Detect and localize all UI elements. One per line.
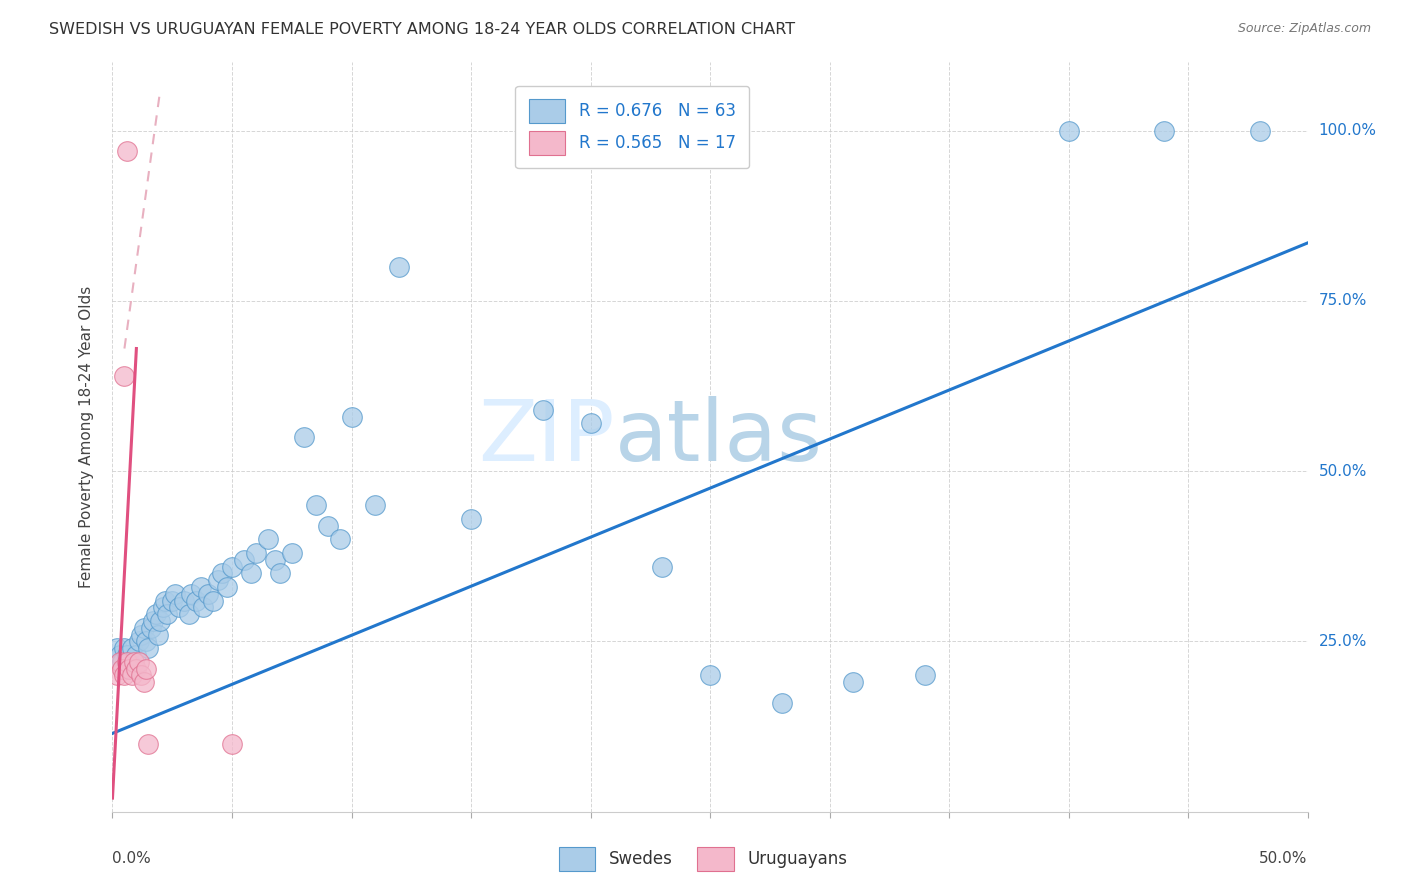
Point [163, 587, 186, 601]
Text: SWEDISH VS URUGUAYAN FEMALE POVERTY AMONG 18-24 YEAR OLDS CORRELATION CHART: SWEDISH VS URUGUAYAN FEMALE POVERTY AMON… [49, 22, 796, 37]
Point [115, 655, 138, 669]
Text: 0.0%: 0.0% [112, 851, 152, 865]
Legend: R = 0.676   N = 63, R = 0.565   N = 17: R = 0.676 N = 63, R = 0.565 N = 17 [515, 86, 749, 168]
Point [651, 559, 673, 574]
Point [115, 144, 138, 158]
Point [173, 593, 195, 607]
Text: 75.0%: 75.0% [1319, 293, 1367, 309]
Point [177, 607, 200, 622]
Point [115, 648, 138, 662]
Point [211, 566, 233, 581]
Point [121, 668, 143, 682]
Point [162, 593, 183, 607]
Point [122, 655, 145, 669]
Point [329, 533, 352, 547]
Point [152, 600, 174, 615]
Point [114, 641, 135, 656]
Point [264, 552, 287, 566]
Point [129, 668, 152, 682]
Point [531, 402, 554, 417]
Point [114, 368, 135, 383]
Point [914, 668, 936, 682]
Point [233, 552, 256, 566]
Point [316, 518, 339, 533]
Point [197, 587, 219, 601]
Point [169, 600, 191, 615]
Point [153, 593, 176, 607]
Point [125, 648, 148, 662]
Text: 50.0%: 50.0% [1319, 464, 1367, 479]
Text: 100.0%: 100.0% [1319, 123, 1376, 138]
Point [114, 668, 135, 682]
Point [1153, 123, 1175, 137]
Point [142, 614, 165, 628]
Point [132, 621, 155, 635]
Point [364, 498, 387, 512]
Point [111, 655, 134, 669]
Text: atlas: atlas [614, 395, 823, 479]
Point [190, 580, 212, 594]
Point [842, 675, 865, 690]
Point [108, 655, 131, 669]
Point [699, 668, 721, 682]
Point [105, 668, 128, 682]
Point [105, 641, 128, 656]
Text: 25.0%: 25.0% [1319, 634, 1367, 648]
Point [269, 566, 291, 581]
Point [770, 696, 793, 710]
Point [579, 417, 602, 431]
Legend: Swedes, Uruguayans: Swedes, Uruguayans [550, 839, 856, 880]
Point [221, 559, 243, 574]
Point [135, 662, 157, 676]
Point [1249, 123, 1271, 137]
Point [201, 593, 224, 607]
Point [125, 662, 148, 676]
Point [122, 662, 145, 676]
Point [138, 737, 160, 751]
Point [135, 634, 157, 648]
Point [221, 737, 243, 751]
Point [146, 627, 169, 641]
Point [305, 498, 328, 512]
Point [118, 655, 141, 669]
Y-axis label: Female Poverty Among 18-24 Year Olds: Female Poverty Among 18-24 Year Olds [79, 286, 94, 588]
Point [118, 662, 141, 676]
Point [121, 641, 143, 656]
Point [460, 512, 482, 526]
Point [114, 662, 135, 676]
Text: Source: ZipAtlas.com: Source: ZipAtlas.com [1237, 22, 1371, 36]
Point [139, 621, 162, 635]
Point [292, 430, 315, 444]
Point [186, 593, 208, 607]
Point [257, 533, 280, 547]
Point [108, 648, 131, 662]
Point [240, 566, 263, 581]
Point [180, 587, 202, 601]
Text: ZIP: ZIP [478, 395, 614, 479]
Point [111, 662, 134, 676]
Point [156, 607, 179, 622]
Point [138, 641, 160, 656]
Point [128, 655, 150, 669]
Point [193, 600, 215, 615]
Point [132, 675, 155, 690]
Text: 50.0%: 50.0% [1260, 851, 1308, 865]
Point [217, 580, 239, 594]
Point [149, 614, 172, 628]
Point [281, 546, 304, 560]
Point [245, 546, 267, 560]
Point [145, 607, 167, 622]
Point [340, 409, 363, 424]
Point [128, 634, 150, 648]
Point [207, 573, 229, 587]
Point [388, 260, 411, 274]
Point [1057, 123, 1080, 137]
Point [129, 627, 152, 641]
